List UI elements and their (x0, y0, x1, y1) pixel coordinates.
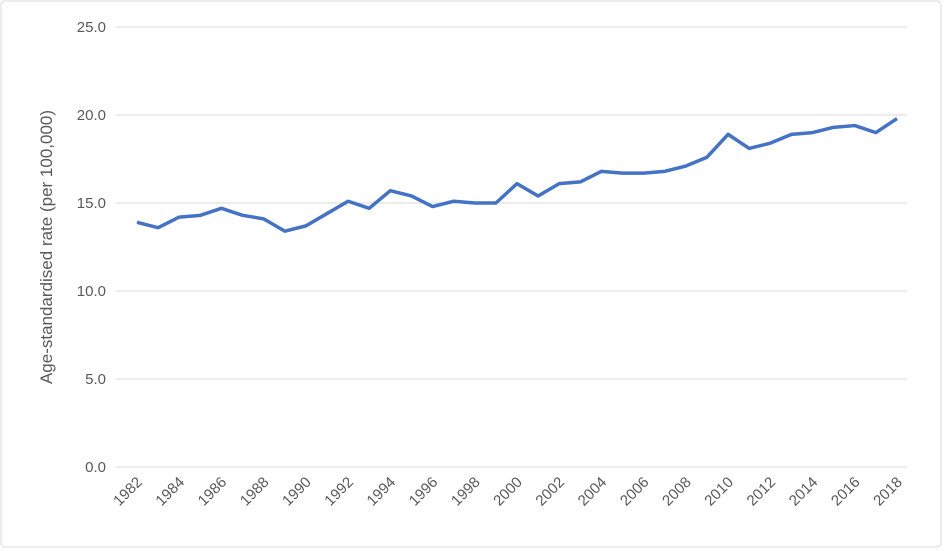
y-tick-label: 15.0 (77, 195, 106, 212)
y-tick-label: 5.0 (85, 371, 106, 388)
y-tick-label: 25.0 (77, 19, 106, 36)
data-line (136, 117, 898, 233)
y-axis-title: Age-standardised rate (per 100,000) (37, 110, 56, 384)
y-tick-label: 0.0 (85, 459, 106, 476)
y-tick-label: 20.0 (77, 107, 106, 124)
y-tick-label: 10.0 (77, 283, 106, 300)
